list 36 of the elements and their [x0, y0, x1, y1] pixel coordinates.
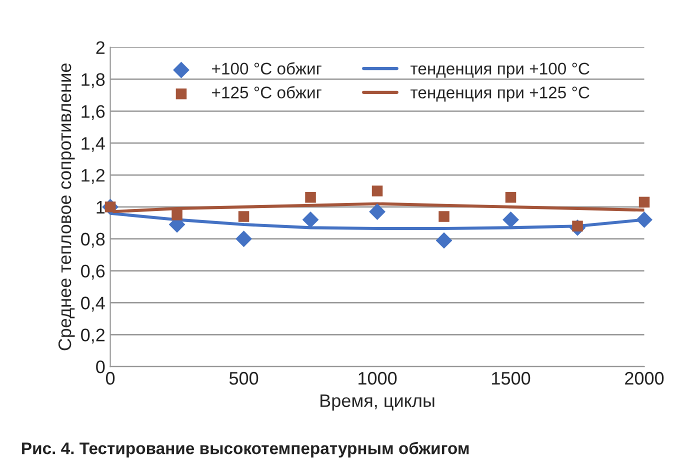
point [438, 211, 450, 222]
y-tick-label: 0,4 [81, 296, 105, 312]
point [505, 192, 516, 203]
text: Рис. 4. Тестирование высокотемпературным обжигом [22, 442, 469, 458]
point [369, 204, 386, 220]
y-tick-label: 0,8 [81, 232, 105, 248]
point [236, 230, 252, 248]
y-tick-label: 2 [96, 41, 105, 54]
y-tick-label: 1,6 [82, 105, 105, 120]
y-tick-label: 1,2 [82, 168, 105, 184]
x-tick-label: 1500 [492, 372, 530, 385]
point [436, 232, 452, 249]
legend-label: +100 °C обжиг [212, 62, 322, 75]
y-tick-label: 1,8 [82, 73, 105, 88]
point [172, 210, 182, 220]
y-tick-label: 0 [96, 360, 105, 374]
y-tick-label: 0,6 [81, 264, 105, 280]
y-tick-label: 0,2 [81, 328, 105, 344]
x-axis-title: Время, циклы [320, 394, 434, 411]
y-tick-label: 1 [96, 201, 105, 214]
legend-label: тенденция при +100 °C [410, 62, 590, 78]
legend-label: тенденция при +125 °C [410, 86, 590, 102]
point [372, 186, 383, 196]
y-tick-label: 1,4 [82, 137, 105, 152]
point [636, 211, 652, 228]
point [305, 192, 316, 203]
y-axis-title: Среднее тепловое сопротивление [58, 64, 75, 350]
x-tick-label: 0 [106, 372, 115, 385]
point [638, 196, 650, 208]
point [302, 211, 319, 228]
legend-label: +125 °C обжиг [212, 86, 322, 98]
point [502, 211, 519, 228]
x-tick-label: 2000 [625, 372, 664, 385]
x-tick-label: 1000 [358, 372, 397, 385]
point [238, 211, 250, 222]
x-tick-label: 500 [229, 372, 258, 385]
